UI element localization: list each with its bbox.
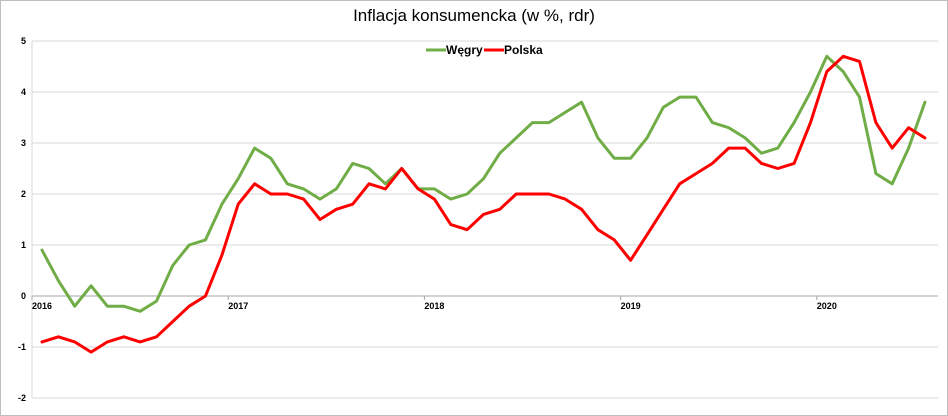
- y-tick-label: -2: [18, 393, 26, 403]
- legend-label: Węgry: [446, 43, 483, 57]
- x-tick-label: 2019: [621, 301, 641, 311]
- legend-label: Polska: [504, 43, 543, 57]
- chart-title: Inflacja konsumencka (w %, rdr): [353, 6, 595, 25]
- y-tick-label: 1: [21, 240, 26, 250]
- x-tick-label: 2017: [228, 301, 248, 311]
- series-line-polska: [40, 54, 927, 354]
- y-tick-label: -1: [18, 342, 26, 352]
- y-tick-label: 3: [21, 138, 26, 148]
- x-tick-label: 2020: [817, 301, 837, 311]
- series-line-wegry: [40, 54, 927, 313]
- y-tick-label: 2: [21, 189, 26, 199]
- y-tick-label: 0: [21, 291, 26, 301]
- y-tick-label: 5: [21, 36, 26, 46]
- x-tick-label: 2016: [32, 301, 52, 311]
- y-tick-label: 4: [21, 87, 26, 97]
- x-tick-label: 2018: [424, 301, 444, 311]
